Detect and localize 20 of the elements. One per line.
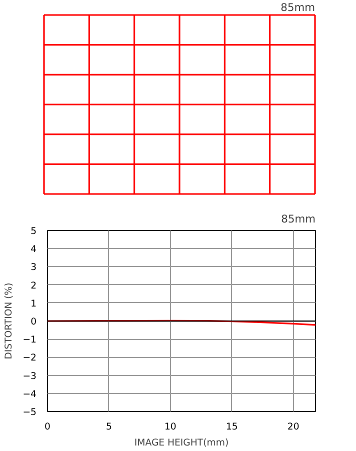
y-tick-label: −1	[22, 334, 37, 346]
x-tick-label: 10	[164, 422, 176, 432]
y-tick-label: −3	[22, 370, 37, 382]
x-tick-label: 5	[106, 422, 112, 432]
x-tick-label: 20	[287, 422, 300, 432]
y-tick-label: 2	[30, 280, 37, 292]
y-tick-label: 4	[30, 244, 37, 256]
text: 85mm	[280, 0, 315, 16]
y-tick-label: 1	[30, 298, 37, 310]
y-tick-label: −2	[22, 352, 37, 364]
y-tick-label: 5	[30, 226, 37, 237]
y-tick-label: −4	[22, 388, 37, 400]
y-axis-title: DISTORTION (%)	[4, 282, 15, 360]
y-tick-label: 3	[30, 262, 37, 274]
x-tick-label: 15	[226, 422, 238, 432]
x-tick-label: 0	[44, 422, 51, 432]
chart-title: 85mm	[281, 212, 316, 226]
y-tick-label: −5	[22, 407, 37, 418]
y-tick-label: 0	[30, 316, 37, 328]
x-axis-title: IMAGE HEIGHT(mm)	[134, 438, 229, 448]
